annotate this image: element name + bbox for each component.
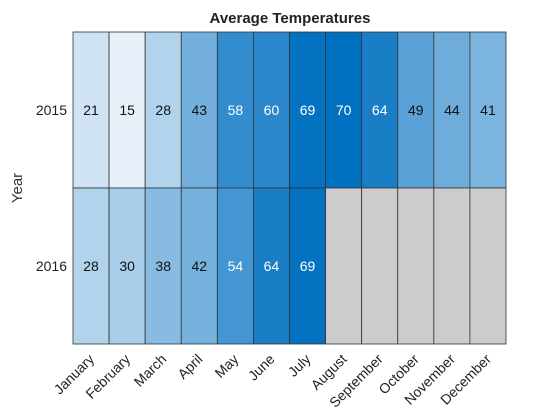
heatmap-cell-label: 54: [228, 258, 244, 274]
heatmap-cell-label: 70: [336, 102, 352, 118]
heatmap-cell-label: 28: [155, 102, 171, 118]
y-axis-label: Year: [9, 173, 26, 203]
y-tick-label: 2015: [36, 102, 67, 118]
heatmap-cell: [325, 187, 363, 345]
heatmap-cells: [72, 31, 507, 345]
heatmap-cell: [361, 187, 399, 345]
heatmap-cell-label: 64: [264, 258, 280, 274]
heatmap-cell-label: 42: [192, 258, 208, 274]
heatmap-cell: [397, 31, 435, 189]
heatmap-cell-label: 44: [444, 102, 460, 118]
heatmap-cell-label: 64: [372, 102, 388, 118]
heatmap-cell: [253, 187, 290, 345]
heatmap-cell: [469, 187, 507, 345]
heatmap-cell-label: 60: [264, 102, 280, 118]
heatmap-cell: [108, 187, 146, 345]
y-tick-labels: 2015 2016: [36, 102, 67, 274]
heatmap-cell: [72, 31, 110, 189]
heatmap-cell: [469, 31, 507, 189]
heatmap-cell-label: 21: [83, 102, 99, 118]
heatmap-cell-label: 41: [480, 102, 496, 118]
x-tick-label: July: [285, 351, 314, 380]
heatmap-cell-label: 30: [119, 258, 135, 274]
heatmap-cell-label: 69: [300, 102, 316, 118]
heatmap-cell-label: 69: [300, 258, 316, 274]
heatmap-cell-label: 43: [192, 102, 208, 118]
y-tick-label: 2016: [36, 258, 67, 274]
heatmap-cell-labels: 21 15 28 43 58 60 69 70 64 49 44 41 28 30 38 42 54 64 69: [83, 102, 496, 274]
heatmap-cell: [180, 187, 218, 345]
heatmap-cell: [72, 187, 110, 345]
heatmap-cell: [144, 31, 182, 189]
x-tick-label: April: [174, 351, 205, 382]
heatmap-cell-label: 58: [228, 102, 244, 118]
heatmap-cell-label: 15: [119, 102, 135, 118]
heatmap-cell: [216, 31, 254, 189]
heatmap-cell: [180, 31, 218, 189]
heatmap-cell: [108, 31, 146, 189]
heatmap-cell: [433, 187, 471, 345]
heatmap-cell-label: 38: [155, 258, 171, 274]
heatmap-cell: [325, 31, 363, 189]
heatmap-cell: [289, 187, 326, 345]
x-tick-label: March: [131, 351, 170, 390]
heatmap-cell-label: 28: [83, 258, 99, 274]
heatmap-cell: [216, 187, 254, 345]
heatmap-cell: [253, 31, 290, 189]
heatmap-cell-label: 49: [408, 102, 424, 118]
x-tick-label: May: [211, 351, 241, 381]
heatmap-cell: [397, 187, 435, 345]
chart-title: Average Temperatures: [210, 10, 371, 27]
x-tick-label: June: [245, 351, 278, 384]
